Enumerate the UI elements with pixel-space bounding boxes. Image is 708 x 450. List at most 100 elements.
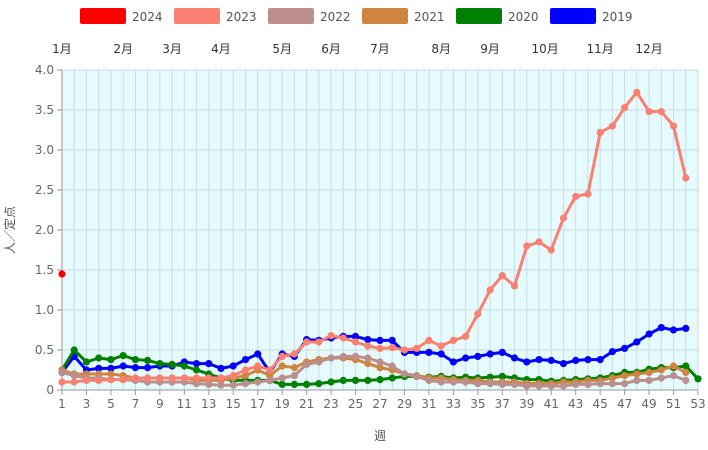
data-point[interactable]: [510, 380, 519, 388]
data-point[interactable]: [425, 348, 433, 356]
data-point[interactable]: [657, 366, 665, 374]
data-point[interactable]: [241, 356, 250, 364]
data-point[interactable]: [462, 354, 470, 362]
data-point[interactable]: [70, 378, 78, 386]
data-point[interactable]: [217, 381, 225, 389]
data-point[interactable]: [290, 364, 298, 372]
data-point[interactable]: [266, 366, 274, 374]
data-point[interactable]: [633, 88, 641, 96]
data-point[interactable]: [645, 330, 653, 338]
data-point[interactable]: [510, 354, 519, 362]
data-point[interactable]: [241, 366, 250, 374]
data-point[interactable]: [388, 344, 396, 352]
data-point[interactable]: [254, 350, 262, 358]
data-point[interactable]: [437, 342, 445, 350]
data-point[interactable]: [682, 324, 690, 332]
data-point[interactable]: [486, 380, 494, 388]
data-point[interactable]: [95, 376, 103, 384]
data-point[interactable]: [278, 362, 286, 370]
data-point[interactable]: [584, 356, 592, 364]
data-point[interactable]: [523, 382, 531, 390]
data-point[interactable]: [633, 338, 641, 346]
data-point[interactable]: [364, 342, 372, 350]
data-point[interactable]: [266, 376, 274, 384]
data-point[interactable]: [241, 380, 250, 388]
data-point[interactable]: [327, 354, 335, 362]
data-point[interactable]: [205, 374, 213, 382]
data-point[interactable]: [572, 380, 580, 388]
data-point[interactable]: [449, 336, 457, 344]
data-point[interactable]: [144, 364, 152, 372]
data-point[interactable]: [58, 270, 66, 278]
data-point[interactable]: [303, 380, 311, 388]
data-point[interactable]: [376, 358, 384, 366]
data-point[interactable]: [327, 378, 335, 386]
data-point[interactable]: [400, 370, 409, 378]
data-point[interactable]: [278, 352, 286, 360]
data-point[interactable]: [608, 374, 617, 382]
data-point[interactable]: [608, 380, 617, 388]
data-point[interactable]: [682, 174, 690, 182]
legend-item-2019[interactable]: 2019: [550, 8, 633, 24]
data-point[interactable]: [131, 364, 139, 372]
legend[interactable]: 2024 2023 2022 2021 2020 2019: [80, 8, 633, 24]
data-point[interactable]: [584, 380, 592, 388]
data-point[interactable]: [657, 324, 665, 332]
data-point[interactable]: [70, 346, 78, 354]
data-point[interactable]: [131, 356, 139, 364]
data-point[interactable]: [621, 344, 629, 352]
data-point[interactable]: [58, 378, 66, 386]
data-point[interactable]: [192, 374, 201, 382]
data-point[interactable]: [657, 108, 665, 116]
data-point[interactable]: [596, 380, 604, 388]
data-point[interactable]: [351, 332, 360, 340]
data-point[interactable]: [107, 370, 115, 378]
data-point[interactable]: [241, 372, 250, 380]
data-point[interactable]: [339, 352, 347, 360]
data-point[interactable]: [535, 238, 543, 246]
data-point[interactable]: [254, 362, 262, 370]
data-point[interactable]: [364, 354, 372, 362]
data-point[interactable]: [95, 364, 103, 372]
data-point[interactable]: [290, 372, 298, 380]
data-point[interactable]: [290, 350, 298, 358]
data-point[interactable]: [192, 360, 201, 368]
data-point[interactable]: [156, 360, 164, 368]
data-point[interactable]: [376, 344, 384, 352]
data-point[interactable]: [144, 374, 152, 382]
data-point[interactable]: [523, 358, 531, 366]
data-point[interactable]: [388, 374, 396, 382]
data-point[interactable]: [669, 326, 678, 334]
data-point[interactable]: [388, 336, 396, 344]
data-point[interactable]: [217, 364, 225, 372]
data-point[interactable]: [596, 356, 604, 364]
data-point[interactable]: [364, 336, 372, 344]
data-point[interactable]: [645, 368, 653, 376]
data-point[interactable]: [633, 376, 641, 384]
data-point[interactable]: [131, 374, 139, 382]
data-point[interactable]: [694, 375, 702, 383]
data-point[interactable]: [572, 192, 580, 200]
data-point[interactable]: [669, 122, 678, 130]
data-point[interactable]: [82, 358, 91, 366]
data-point[interactable]: [351, 352, 360, 360]
data-point[interactable]: [376, 376, 384, 384]
data-point[interactable]: [205, 380, 213, 388]
data-point[interactable]: [608, 348, 617, 356]
data-point[interactable]: [364, 376, 372, 384]
legend-item-2021[interactable]: 2021: [362, 8, 445, 24]
data-point[interactable]: [462, 332, 470, 340]
data-point[interactable]: [535, 356, 543, 364]
data-point[interactable]: [559, 214, 568, 222]
data-point[interactable]: [486, 350, 494, 358]
data-point[interactable]: [388, 362, 396, 370]
data-point[interactable]: [119, 376, 127, 384]
data-point[interactable]: [510, 282, 519, 290]
data-point[interactable]: [645, 108, 653, 116]
data-point[interactable]: [425, 376, 433, 384]
data-point[interactable]: [621, 380, 629, 388]
data-point[interactable]: [119, 352, 127, 360]
data-point[interactable]: [682, 376, 690, 384]
data-point[interactable]: [413, 372, 421, 380]
data-point[interactable]: [682, 368, 690, 376]
